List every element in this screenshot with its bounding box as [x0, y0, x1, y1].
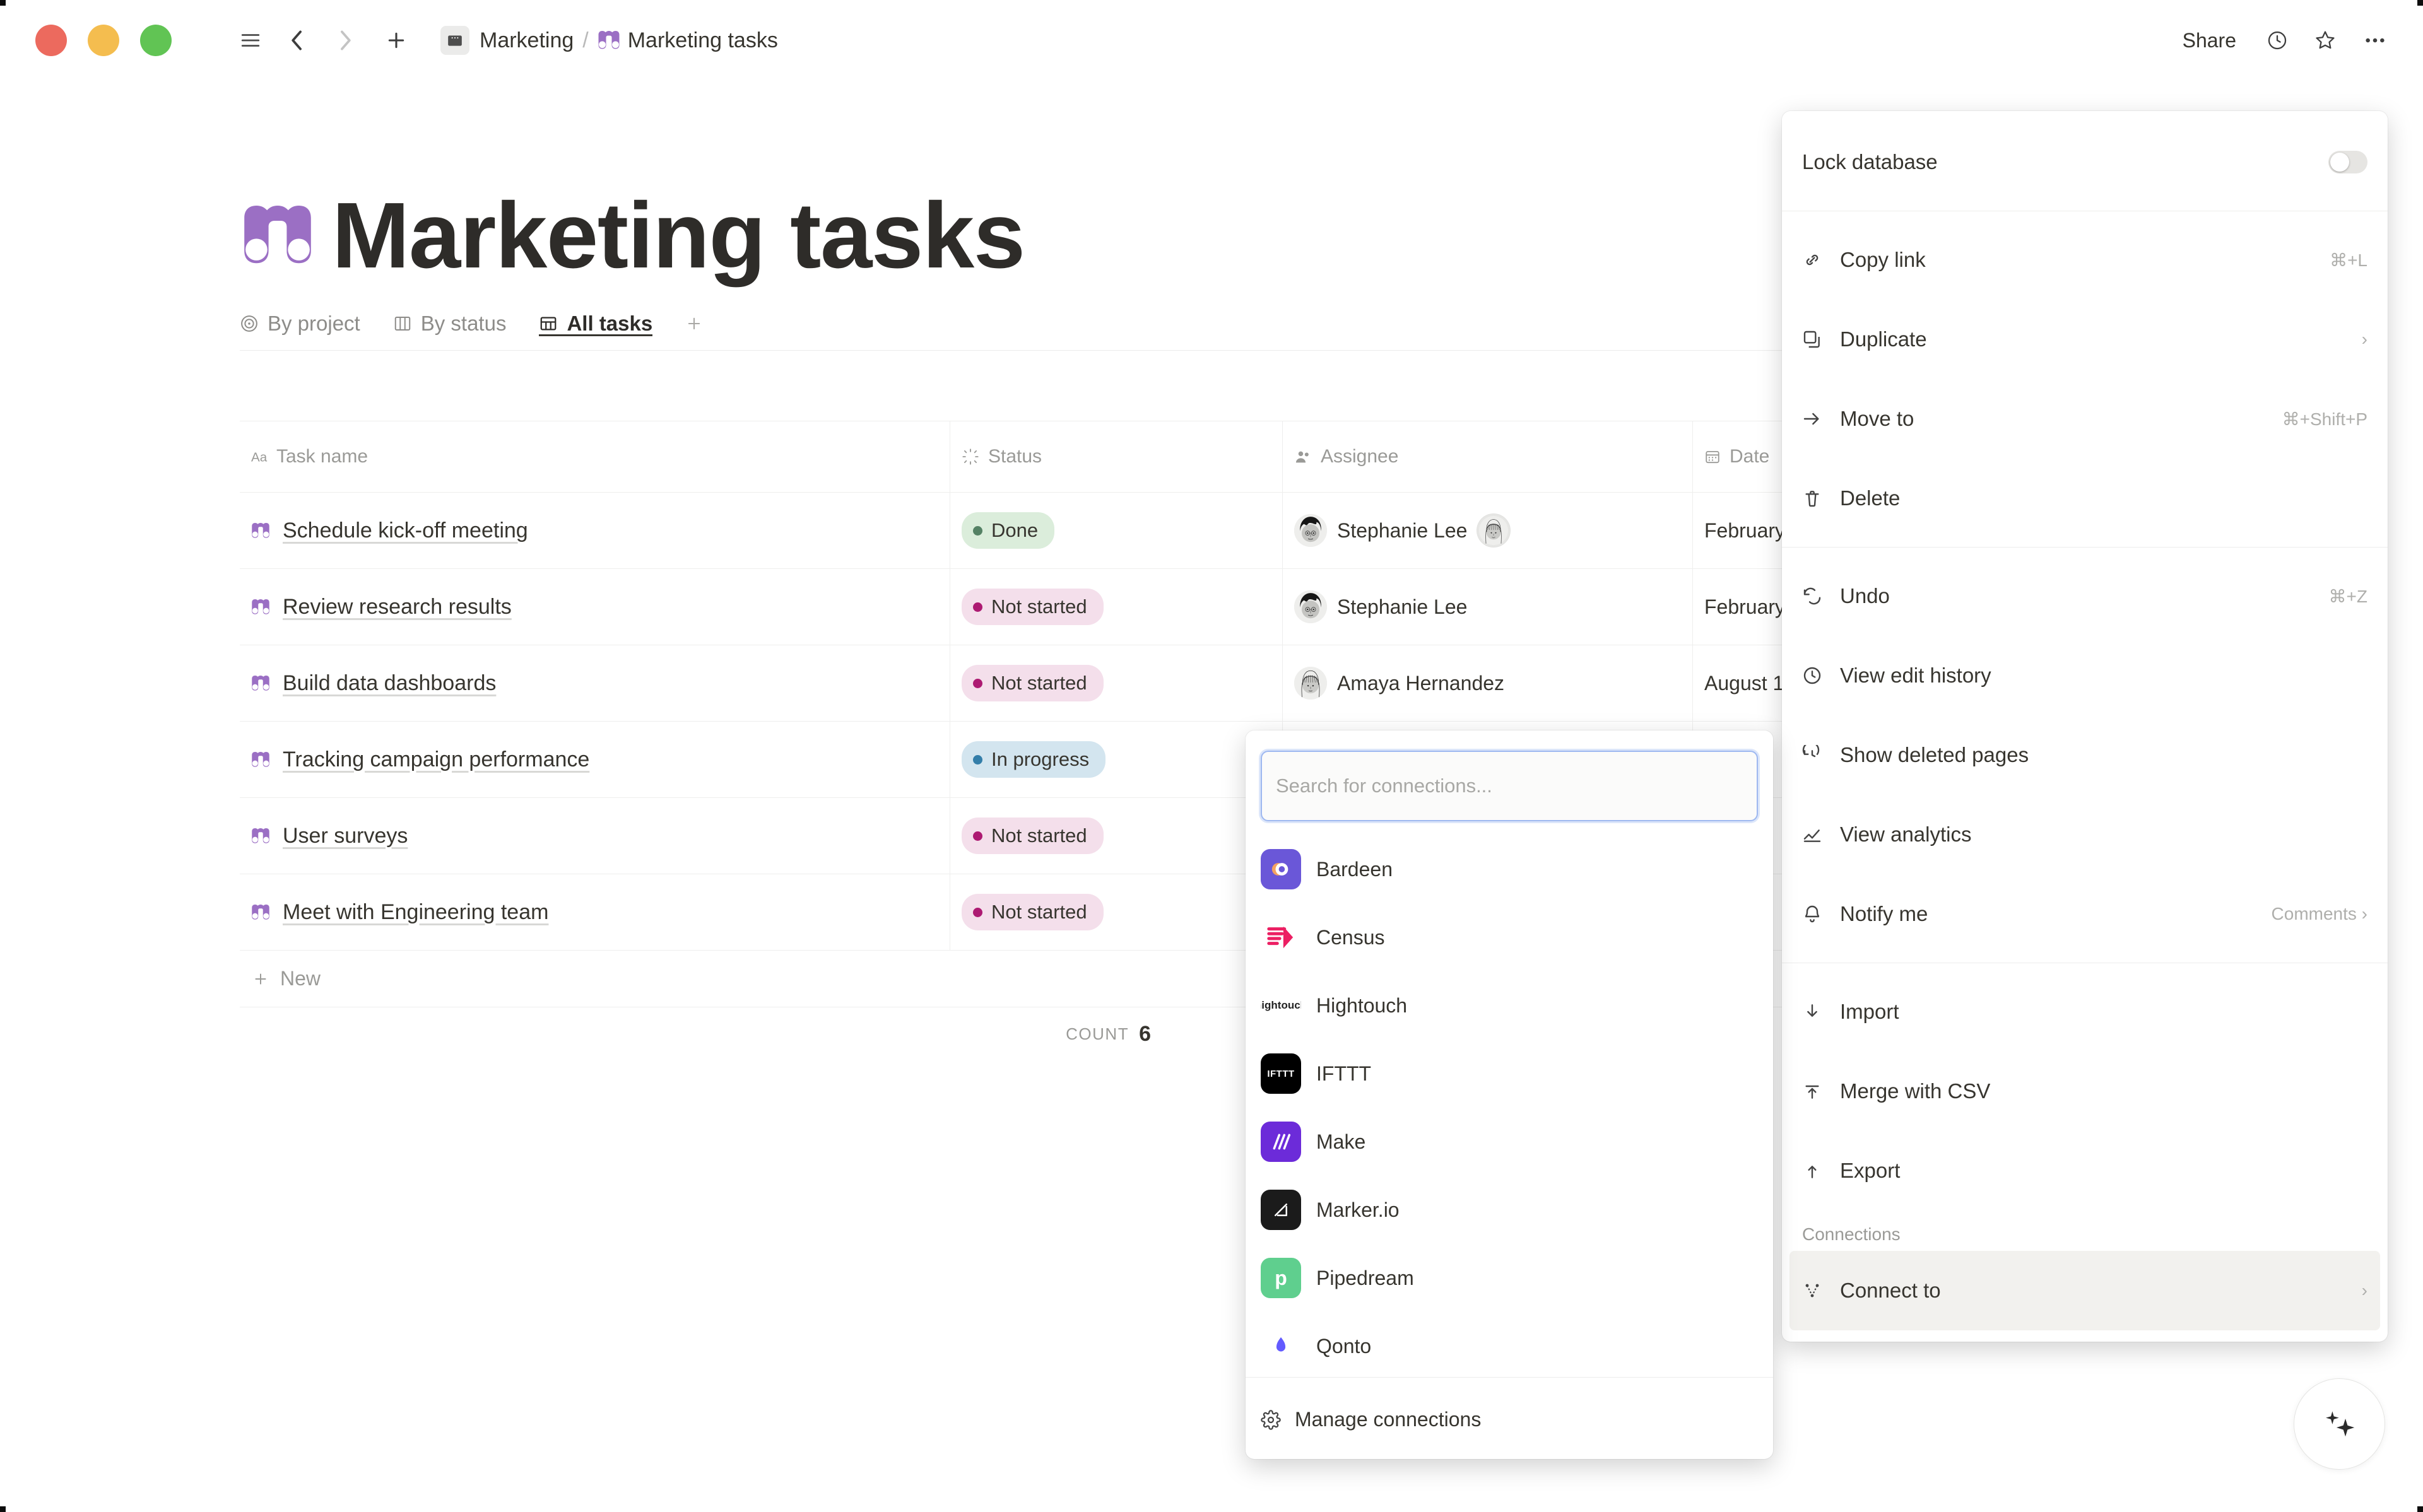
svg-text:Aa: Aa: [251, 450, 268, 465]
